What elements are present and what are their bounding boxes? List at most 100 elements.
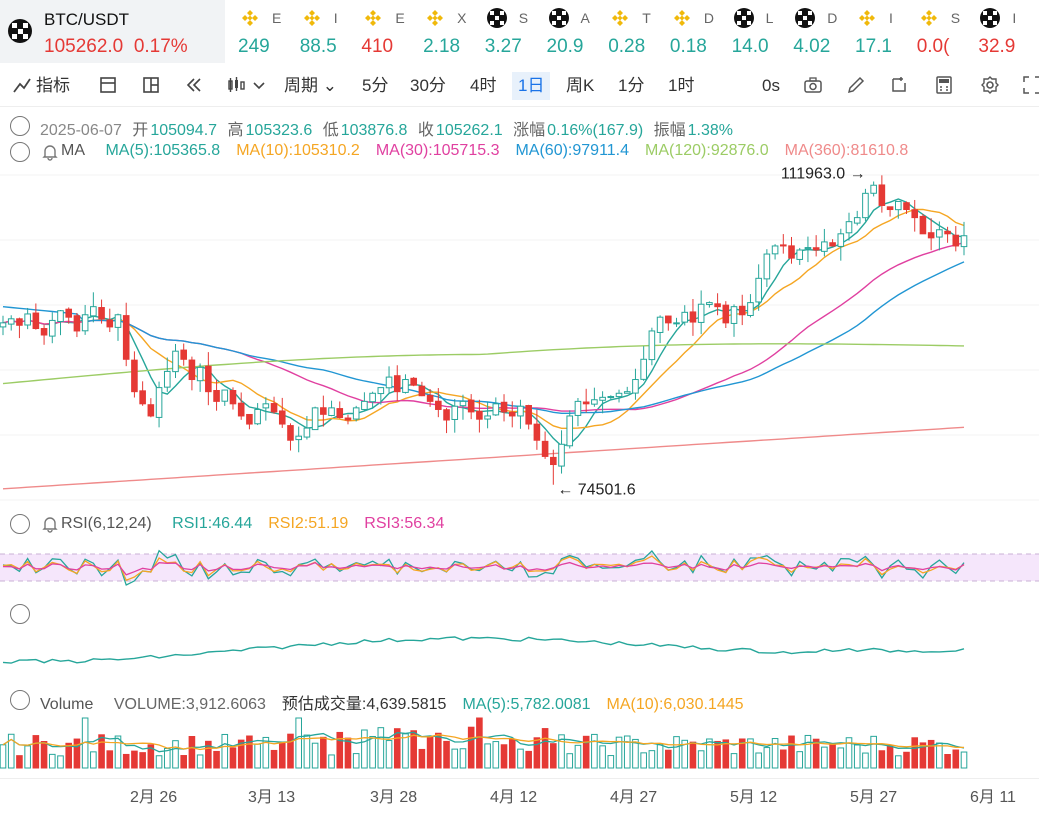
volume-bar (960, 751, 968, 769)
period-dropdown[interactable]: 周期 ⌄ (284, 76, 337, 95)
candle-body (287, 425, 294, 441)
tab-letter: D (703, 10, 715, 26)
collapse-rsi-icon[interactable] (10, 514, 30, 534)
volume-bar (24, 745, 31, 769)
tab-symbol-6[interactable]: T 0.28 (602, 0, 658, 63)
candle-body (426, 394, 434, 402)
tab-letter: S (518, 10, 529, 26)
rsi-legend: RSI(6,12,24) RSI1:46.44 RSI2:51.19 RSI3:56… (61, 515, 445, 532)
tab-symbol-12[interactable]: I 32.9 (972, 0, 1028, 63)
tab-letter: E (272, 10, 282, 26)
candle-body (385, 376, 393, 389)
tab-symbol-2[interactable]: E 410 (355, 0, 411, 63)
settings-gear-icon[interactable] (980, 75, 1000, 95)
expand-indicator-icon[interactable] (10, 604, 30, 624)
volume-bar (878, 750, 886, 769)
indicator-line (2, 636, 965, 664)
candle-body (81, 314, 89, 332)
calculator-icon[interactable] (934, 75, 954, 95)
volume-bar (582, 735, 590, 769)
indicator-button[interactable]: 指标 (36, 76, 70, 95)
candle-body (221, 389, 229, 402)
volume-bar (738, 738, 746, 769)
volume-bar (98, 734, 105, 769)
candle-body (919, 215, 927, 235)
tab-btc-usdt[interactable]: BTC/USDT 105262.0 0.17% (0, 0, 225, 63)
volume-bar (632, 738, 639, 769)
candle-body (402, 379, 409, 393)
tab-value: 20.9 (546, 36, 584, 57)
pencil-icon[interactable] (846, 75, 866, 95)
volume-bar (443, 740, 450, 769)
volume-bar (804, 734, 812, 769)
symbol-tab-bar: BTC/USDT 105262.0 0.17% E 249 I 88.5 E 410 X 2.… (0, 0, 1039, 63)
collapse-volume-icon[interactable] (10, 690, 30, 710)
fullscreen-icon[interactable] (1022, 75, 1039, 95)
volume-bar (476, 717, 483, 769)
candlestick-chart[interactable]: 111963.0 → ← 74501.6 (0, 165, 1039, 505)
candle-body (697, 303, 705, 323)
candle-body (352, 407, 360, 420)
interval-6[interactable]: 1时 (668, 76, 695, 95)
tab-symbol-7[interactable]: D 0.18 (664, 0, 720, 63)
volume-bar (361, 729, 368, 769)
interval-1[interactable]: 30分 (410, 76, 446, 95)
volume-bar (903, 751, 910, 769)
tab-symbol-1[interactable]: I 88.5 (294, 0, 350, 63)
rsi-bell-icon[interactable] (40, 514, 60, 534)
camera-icon[interactable] (803, 75, 823, 95)
tab-symbol-0[interactable]: E 249 (232, 0, 288, 63)
layout-icon[interactable] (141, 75, 161, 95)
chart-type-icon[interactable] (226, 75, 246, 95)
candle-body (894, 200, 902, 211)
chevron-down-icon[interactable] (252, 75, 266, 95)
candle-body (574, 400, 582, 416)
volume-bar (673, 736, 680, 769)
seconds-label[interactable]: 0s (762, 76, 780, 95)
volume-bar (287, 733, 294, 769)
replay-icon[interactable] (184, 75, 204, 95)
tab-symbol-9[interactable]: D 4.02 (787, 0, 843, 63)
collapse-ohlc-icon[interactable] (10, 116, 30, 136)
bnb-logo-icon (610, 8, 631, 28)
volume-bar (541, 728, 549, 769)
interval-2[interactable]: 4时 (470, 76, 497, 95)
interval-5[interactable]: 1分 (618, 76, 645, 95)
candle-body (344, 417, 352, 421)
volume-ma-1 (2, 734, 965, 751)
volume-bar (40, 741, 48, 769)
volume-bar (566, 753, 574, 769)
volume-bar (771, 738, 779, 769)
candle-body (681, 311, 689, 323)
indicator-icon (13, 78, 31, 93)
volume-bar (467, 726, 475, 769)
tab-letter: S (950, 10, 961, 26)
interval-0[interactable]: 5分 (362, 76, 389, 95)
draw-tool-icon[interactable] (889, 75, 909, 95)
interval-4[interactable]: 周K (566, 76, 595, 95)
candle-body (911, 209, 919, 219)
volume-bar (853, 744, 861, 769)
ma-line-60 (2, 261, 965, 414)
tab-symbol-3[interactable]: X 2.18 (417, 0, 473, 63)
volume-bar (755, 752, 762, 769)
candle-body (656, 316, 664, 333)
tab-symbol-5[interactable]: A 20.9 (541, 0, 597, 63)
bell-icon[interactable] (40, 142, 60, 162)
tab-symbol-4[interactable]: S 3.27 (479, 0, 535, 63)
candle-body (172, 350, 179, 373)
okx-logo-icon (548, 8, 569, 28)
volume-bar (229, 747, 237, 769)
collapse-ma-icon[interactable] (10, 142, 30, 162)
x-tick-7: 6月 11 (970, 789, 1016, 806)
volume-bar (385, 740, 393, 769)
tab-symbol-11[interactable]: S 0.0( (911, 0, 967, 63)
candle-body (205, 365, 212, 393)
tab-value: 3.27 (484, 36, 522, 57)
tab-symbol-8[interactable]: L 14.0 (726, 0, 782, 63)
template-icon[interactable] (98, 75, 118, 95)
tab-symbol-10[interactable]: I 17.1 (849, 0, 905, 63)
interval-3[interactable]: 1日 (512, 72, 551, 100)
volume-bar (205, 740, 212, 769)
volume-bar (656, 744, 664, 769)
